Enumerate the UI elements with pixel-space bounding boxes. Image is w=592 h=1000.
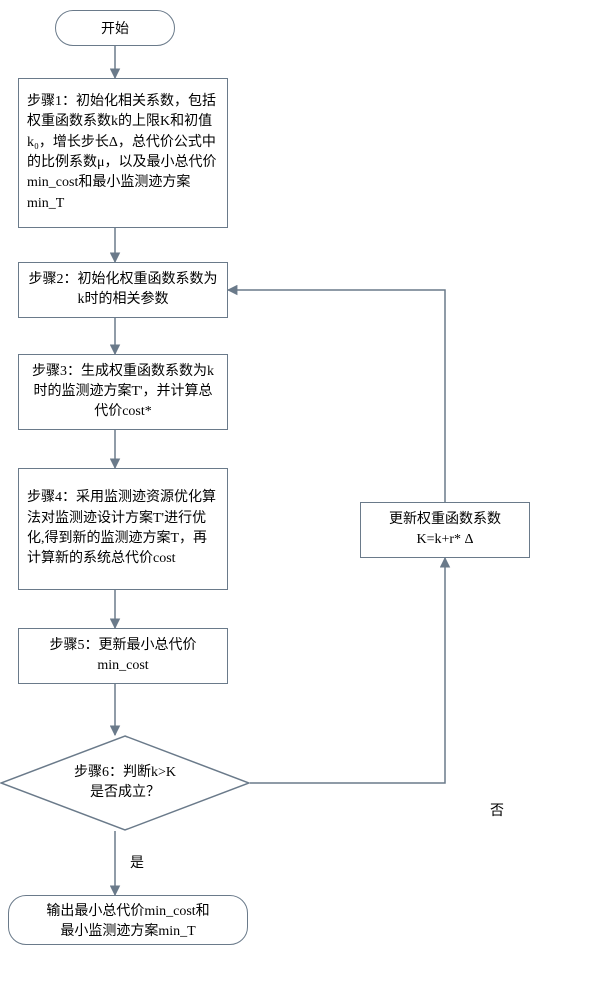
terminator-end: 输出最小总代价min_cost和 最小监测迹方案min_T <box>8 895 248 945</box>
process-step1: 步骤1：初始化相关系数，包括权重函数系数k的上限K和初值k₀，增长步长Δ，总代价… <box>18 78 228 228</box>
process-step4: 步骤4：采用监测迹资源优化算法对监测迹设计方案T'进行优化,得到新的监测迹方案T… <box>18 468 228 590</box>
process-step5: 步骤5：更新最小总代价min_cost <box>18 628 228 684</box>
edge-label: 否 <box>490 800 504 820</box>
process-step2: 步骤2：初始化权重函数系数为k时的相关参数 <box>18 262 228 318</box>
terminator-start: 开始 <box>55 10 175 46</box>
decision-label: 步骤6：判断k>K 是否成立？ <box>0 735 250 831</box>
process-update: 更新权重函数系数 K=k+r* Δ <box>360 502 530 558</box>
process-step3: 步骤3：生成权重函数系数为k时的监测迹方案T'，并计算总代价cost* <box>18 354 228 430</box>
decision-step6: 步骤6：判断k>K 是否成立？ <box>0 735 250 831</box>
edge-label: 是 <box>130 852 144 872</box>
